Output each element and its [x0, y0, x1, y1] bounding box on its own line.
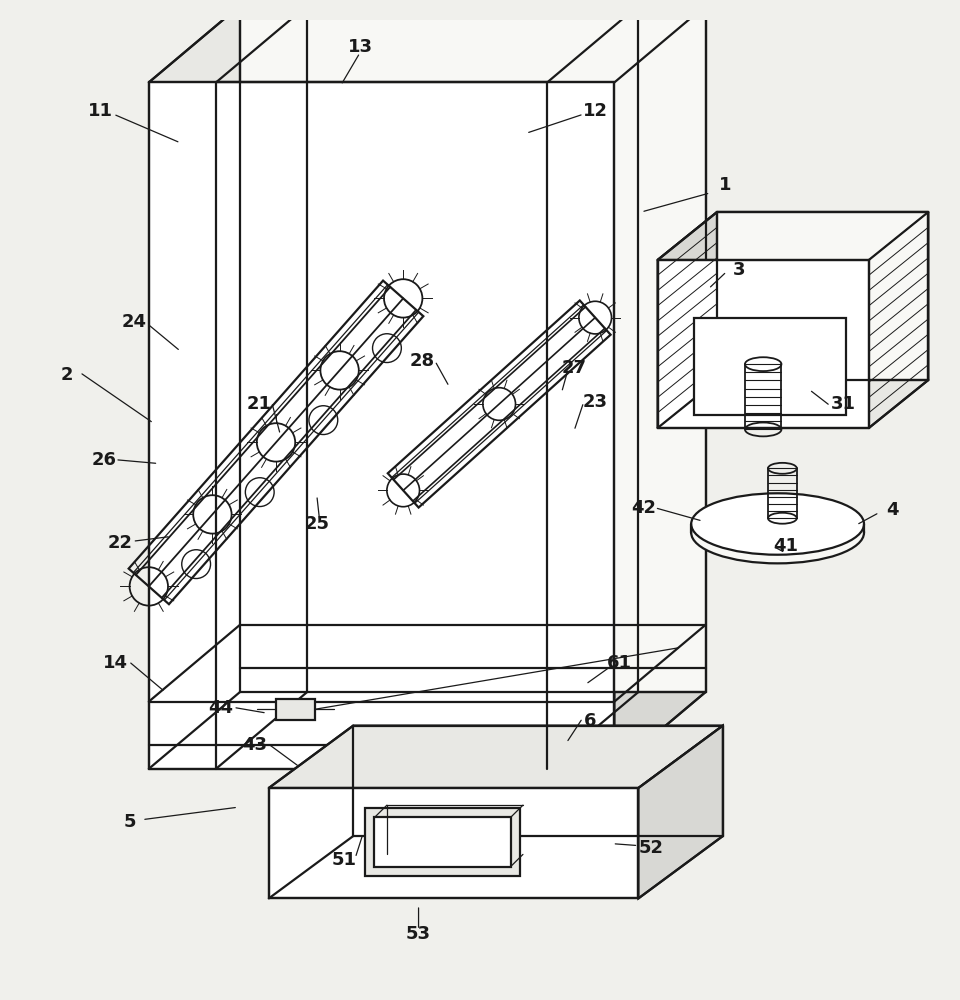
Polygon shape [276, 699, 315, 720]
Text: 28: 28 [410, 352, 435, 370]
Text: 11: 11 [88, 102, 113, 120]
Ellipse shape [691, 493, 864, 555]
Polygon shape [658, 212, 717, 428]
Text: 53: 53 [406, 925, 431, 943]
Polygon shape [717, 212, 928, 380]
Polygon shape [269, 726, 723, 788]
Polygon shape [658, 212, 928, 260]
Text: 27: 27 [562, 359, 587, 377]
Text: 25: 25 [304, 515, 329, 533]
Text: 44: 44 [208, 699, 233, 717]
Text: 12: 12 [583, 102, 608, 120]
Text: 24: 24 [122, 313, 147, 331]
Text: 42: 42 [631, 499, 656, 517]
Text: 1: 1 [718, 176, 732, 194]
Text: 31: 31 [830, 395, 855, 413]
Polygon shape [614, 6, 706, 769]
Text: 6: 6 [584, 712, 597, 730]
Polygon shape [269, 788, 638, 898]
Text: 52: 52 [638, 839, 663, 857]
Polygon shape [365, 808, 520, 876]
Text: 13: 13 [348, 38, 372, 56]
Text: 14: 14 [103, 654, 128, 672]
Text: 43: 43 [242, 736, 267, 754]
Polygon shape [353, 726, 723, 836]
Polygon shape [240, 6, 706, 692]
Polygon shape [694, 318, 846, 415]
Text: 61: 61 [607, 654, 632, 672]
Text: 4: 4 [886, 501, 900, 519]
Polygon shape [658, 260, 869, 428]
Text: 5: 5 [123, 813, 136, 831]
Text: 2: 2 [60, 366, 74, 384]
Text: 3: 3 [732, 261, 746, 279]
Text: 41: 41 [773, 537, 798, 555]
Text: 26: 26 [91, 451, 116, 469]
Text: 21: 21 [247, 395, 272, 413]
Polygon shape [374, 817, 511, 867]
Text: 23: 23 [583, 393, 608, 411]
Polygon shape [149, 82, 614, 769]
Polygon shape [614, 6, 706, 692]
Text: 22: 22 [108, 534, 132, 552]
Polygon shape [638, 726, 723, 898]
Polygon shape [149, 6, 706, 82]
Text: 51: 51 [331, 851, 356, 869]
Polygon shape [869, 212, 928, 428]
Ellipse shape [691, 502, 864, 563]
